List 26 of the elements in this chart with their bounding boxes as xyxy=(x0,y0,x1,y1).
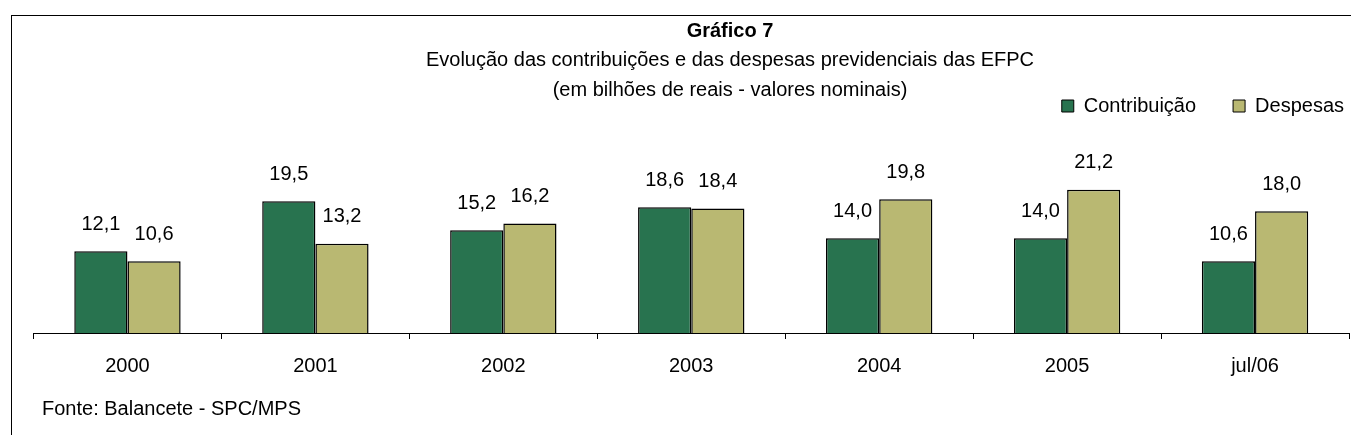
x-tick-label: 2004 xyxy=(856,353,902,376)
chart-subtitle: Evolução das contribuições e das despesas previdenciais das EFPC (em bilhões de reais - valores nominais) xyxy=(425,48,1035,100)
source-note: Fonte: Balancete - SPC/MPS xyxy=(42,396,302,420)
data-label: 14,0 xyxy=(833,198,873,221)
x-tick-label: 2005 xyxy=(1044,353,1090,376)
x-tick-label: 2001 xyxy=(293,353,338,376)
data-label: 14,0 xyxy=(1021,198,1060,221)
data-label: 18,6 xyxy=(645,167,685,190)
x-tick-label: 2000 xyxy=(105,353,150,376)
x-tick-label: 2003 xyxy=(669,353,714,376)
legend-label: Contribuição xyxy=(1083,93,1197,116)
x-tick-label: 2002 xyxy=(481,353,526,376)
data-label: 10,6 xyxy=(1208,221,1248,244)
data-label: 19,8 xyxy=(886,159,926,182)
data-label: 18,0 xyxy=(1262,171,1302,194)
x-tick-label: jul/06 xyxy=(1230,353,1279,376)
data-label: 13,2 xyxy=(322,204,362,227)
data-label: 15,2 xyxy=(457,190,497,213)
data-label: 19,5 xyxy=(269,161,309,184)
chart-title: Gráfico 7 xyxy=(685,18,775,42)
data-label: 21,2 xyxy=(1074,150,1114,173)
data-label: 18,4 xyxy=(698,169,738,192)
data-label: 12,1 xyxy=(81,211,121,234)
legend-label: Despesas xyxy=(1255,93,1344,116)
data-label: 10,6 xyxy=(134,221,174,244)
data-label: 16,2 xyxy=(510,184,550,206)
